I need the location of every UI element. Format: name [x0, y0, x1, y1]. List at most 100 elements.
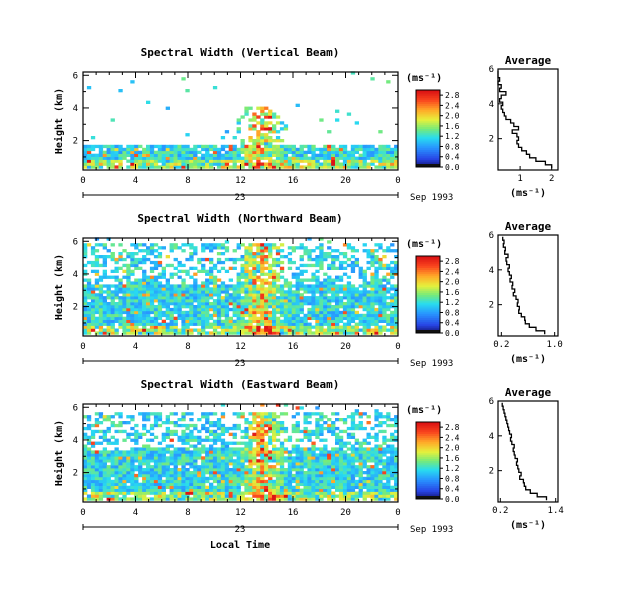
heatmap-cell: [327, 468, 332, 472]
heatmap-cell: [205, 153, 210, 157]
heatmap-cell: [319, 418, 324, 422]
heatmap-cell: [362, 156, 367, 160]
heatmap-cell: [291, 150, 296, 154]
heatmap-cell: [149, 246, 155, 250]
heatmap-cell: [350, 328, 356, 332]
heatmap-cell: [142, 299, 147, 303]
heatmap-cell: [122, 456, 127, 460]
heatmap-cell: [299, 465, 304, 469]
heatmap-cell: [173, 290, 178, 294]
heatmap-cell: [153, 447, 159, 451]
heatmap-cell: [291, 497, 296, 501]
heatmap-cell: [394, 491, 399, 495]
heatmap-cell: [118, 412, 123, 416]
heatmap-cell: [335, 147, 340, 152]
heatmap-cell: [165, 278, 170, 282]
heatmap-cell: [362, 284, 367, 288]
heatmap-cell: [157, 299, 163, 303]
heatmap-cell: [232, 296, 237, 300]
heatmap-cell: [315, 432, 320, 436]
heatmap-cell: [272, 275, 277, 279]
heatmap-cell: [315, 310, 320, 315]
heatmap-cell: [126, 316, 131, 320]
heatmap-cell: [307, 255, 312, 259]
heatmap-cell: [268, 127, 273, 131]
heatmap-cell: [331, 281, 336, 285]
heatmap-cell: [157, 293, 163, 297]
heatmap-cell: [260, 465, 265, 469]
heatmap-cell: [252, 476, 257, 481]
heatmap-cell: [287, 473, 293, 478]
heatmap-cell: [260, 246, 265, 250]
heatmap-cell: [193, 159, 198, 163]
heatmap-cell: [216, 468, 222, 472]
heatmap-cell: [114, 159, 119, 163]
heatmap-cell: [315, 494, 320, 498]
heatmap-cell: [126, 453, 131, 457]
heatmap-cell: [394, 159, 399, 163]
colorbar-segment: [416, 265, 440, 268]
heatmap-cell: [94, 488, 100, 492]
heatmap-cell: [272, 112, 277, 116]
panel-2-heatmap: [83, 237, 399, 335]
profile-y-tick-label: 4: [489, 266, 494, 276]
heatmap-cell: [173, 150, 178, 154]
colorbar-1-unit: (ms⁻¹): [406, 73, 442, 84]
heatmap-cell: [338, 290, 344, 294]
heatmap-cell: [244, 450, 249, 454]
heatmap-cell: [256, 494, 261, 498]
heatmap-cell: [193, 272, 198, 276]
heatmap-cell: [236, 118, 241, 122]
heatmap-cell: [327, 497, 332, 501]
heatmap-cell: [86, 165, 92, 169]
heatmap-cell: [370, 284, 375, 288]
heatmap-cell: [315, 159, 320, 163]
heatmap-cell: [386, 302, 391, 306]
heatmap-cell: [126, 491, 131, 495]
heatmap-cell: [201, 438, 206, 442]
heatmap-cell: [134, 316, 139, 320]
heatmap-cell: [106, 491, 111, 495]
heatmap-cell: [181, 485, 186, 489]
x-tick-label: 0: [395, 342, 400, 352]
heatmap-cell: [228, 476, 233, 481]
heatmap-cell: [146, 447, 151, 451]
heatmap-cell: [138, 243, 143, 247]
heatmap-cell: [220, 281, 226, 285]
heatmap-cell: [338, 147, 344, 152]
heatmap-cell: [197, 319, 202, 323]
heatmap-cell: [323, 272, 328, 276]
heatmap-cell: [327, 488, 332, 492]
colorbar-segment: [416, 423, 440, 427]
heatmap-cell: [126, 456, 131, 460]
heatmap-cell: [232, 307, 237, 312]
heatmap-cell: [303, 447, 308, 451]
heatmap-cell: [350, 459, 356, 463]
heatmap-cell: [220, 243, 226, 247]
heatmap-cell: [256, 147, 261, 152]
heatmap-cell: [138, 319, 143, 323]
heatmap-cell: [260, 255, 265, 259]
heatmap-cell: [83, 415, 88, 419]
heatmap-cell: [189, 165, 194, 169]
heatmap-cell: [212, 305, 218, 309]
heatmap-cell: [315, 156, 320, 160]
heatmap-cell: [201, 266, 206, 270]
heatmap-cell: [252, 447, 257, 451]
heatmap-cell: [268, 438, 273, 442]
heatmap-cell: [295, 147, 300, 152]
heatmap-cell: [260, 471, 265, 475]
heatmap-cell: [110, 423, 115, 428]
heatmap-cell: [323, 482, 328, 486]
profile-y-tick-label: 4: [489, 100, 494, 110]
heatmap-cell: [181, 322, 186, 326]
heatmap-cell: [299, 316, 304, 320]
heatmap-cell: [370, 476, 375, 481]
heatmap-cell: [272, 328, 277, 332]
heatmap-cell: [212, 331, 218, 335]
heatmap-cell: [110, 459, 115, 463]
heatmap-cell: [142, 162, 147, 166]
heatmap-cell: [212, 429, 218, 434]
heatmap-cell: [220, 296, 226, 300]
heatmap-cell: [157, 322, 163, 326]
